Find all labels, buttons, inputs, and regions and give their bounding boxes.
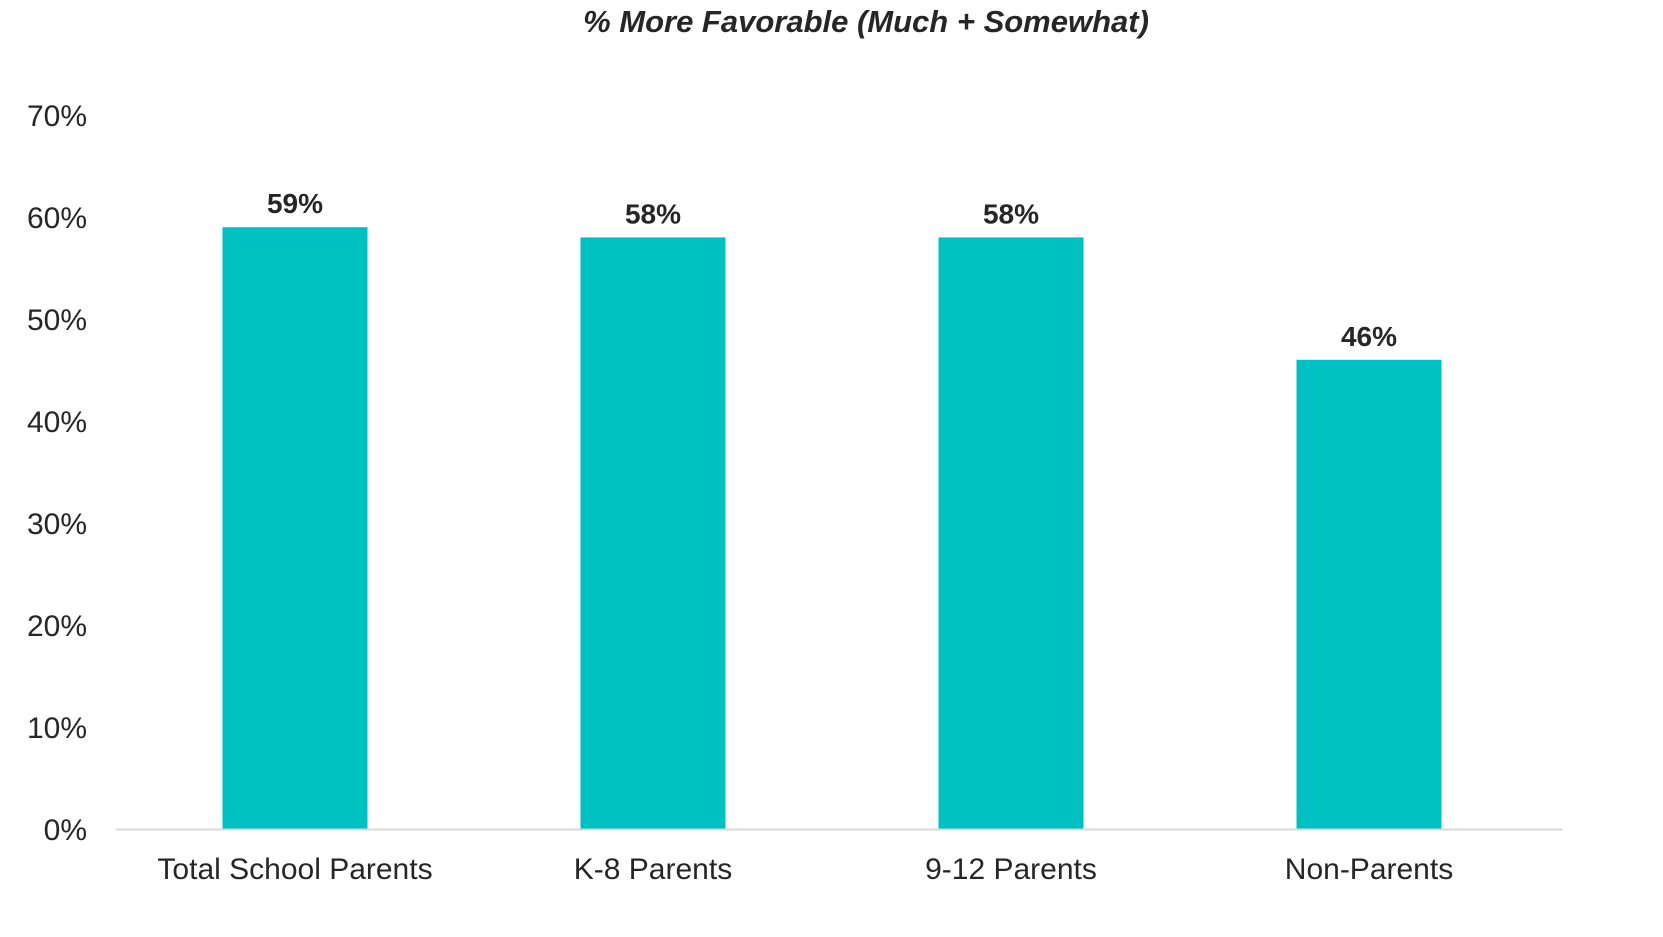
bars <box>222 227 1442 829</box>
y-axis-tick-labels: 0% 10% 20% 30% 40% 50% 60% 70% <box>27 100 87 847</box>
x-tick-label: Total School Parents <box>157 853 432 886</box>
y-tick-label: 10% <box>27 712 87 745</box>
data-label: 58% <box>625 198 681 229</box>
data-label: 59% <box>267 188 323 219</box>
x-axis-tick-labels: Total School Parents K-8 Parents 9-12 Pare… <box>157 853 1453 886</box>
bar <box>1296 359 1442 829</box>
x-tick-label: 9-12 Parents <box>925 853 1097 886</box>
y-tick-label: 60% <box>27 202 87 235</box>
y-tick-label: 0% <box>44 814 87 847</box>
data-label: 46% <box>1341 321 1397 352</box>
bar <box>222 227 368 829</box>
y-tick-label: 70% <box>27 100 87 133</box>
y-tick-label: 30% <box>27 508 87 541</box>
bar <box>580 237 726 829</box>
x-tick-label: Non-Parents <box>1285 853 1453 886</box>
data-label: 58% <box>983 198 1039 229</box>
y-tick-label: 20% <box>27 610 87 643</box>
y-tick-label: 40% <box>27 406 87 439</box>
data-labels: 59% 58% 58% 46% <box>267 188 1397 352</box>
bar <box>938 237 1084 829</box>
x-tick-label: K-8 Parents <box>574 853 732 886</box>
y-tick-label: 50% <box>27 304 87 337</box>
chart-title: % More Favorable (Much + Somewhat) <box>583 4 1149 39</box>
